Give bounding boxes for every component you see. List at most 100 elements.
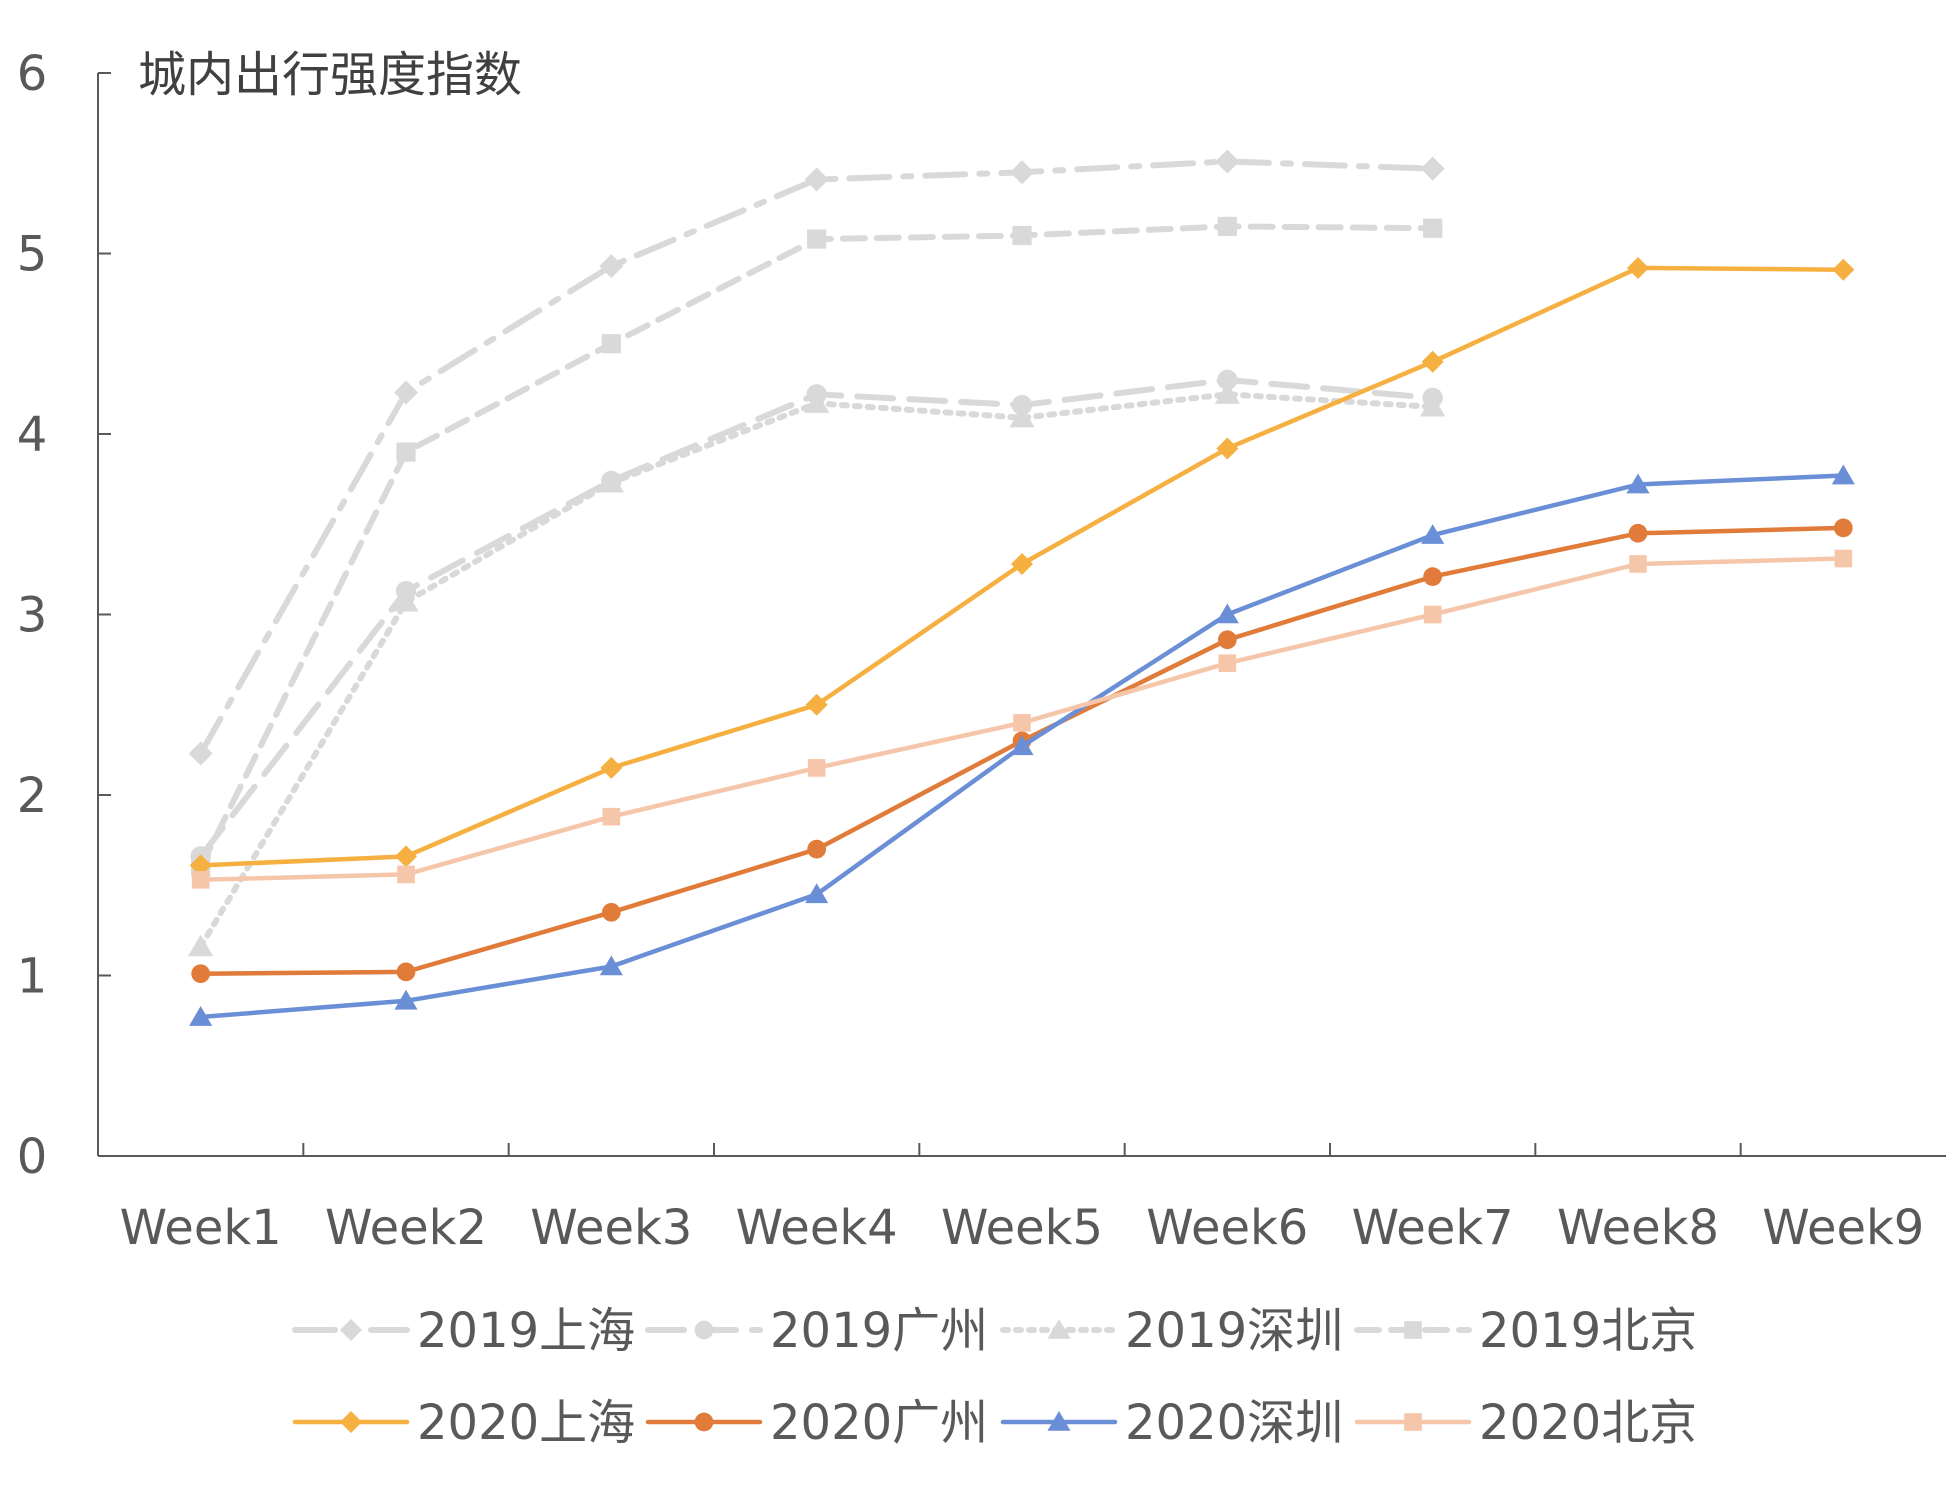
x-tick-label: Week8 [1557, 1200, 1719, 1256]
legend-item: 2019上海 [292, 1303, 635, 1359]
data-point [1009, 405, 1035, 428]
data-point [807, 229, 827, 249]
legend-swatch-marker [694, 1320, 714, 1340]
data-point [394, 989, 418, 1010]
legend-label: 2019上海 [417, 1303, 635, 1359]
data-point [598, 470, 624, 493]
data-point [1421, 350, 1444, 373]
legend-label: 2020上海 [417, 1395, 635, 1451]
y-tick-label: 0 [17, 1129, 48, 1185]
x-tick-label: Week5 [941, 1200, 1103, 1256]
data-point [1834, 549, 1853, 568]
data-point [1012, 225, 1032, 246]
legend-item: 2020北京 [1354, 1395, 1697, 1451]
legend-item: 2020深圳 [1000, 1395, 1343, 1451]
data-point [1421, 524, 1445, 544]
data-point [189, 854, 212, 877]
series-2019深圳 [188, 382, 1446, 957]
data-point [1626, 473, 1650, 494]
data-point [804, 391, 830, 413]
data-point [1217, 630, 1237, 650]
data-point [807, 839, 827, 859]
legend-label: 2020深圳 [1125, 1395, 1343, 1451]
legend-item: 2019深圳 [1000, 1303, 1343, 1359]
data-point [1217, 216, 1237, 237]
data-point [397, 865, 415, 884]
data-point [599, 955, 623, 976]
data-point [396, 442, 416, 462]
data-point [1628, 523, 1648, 543]
chart-title: 城内出行强度指数 [138, 47, 522, 103]
legend-swatch-marker [1404, 1321, 1422, 1339]
data-point [191, 871, 210, 889]
data-point [600, 756, 623, 779]
data-point [1215, 149, 1240, 174]
data-point [1420, 394, 1446, 417]
legend-swatch-marker [694, 1412, 714, 1432]
x-tick-label: Week6 [1146, 1200, 1308, 1256]
data-point [1216, 437, 1239, 460]
data-point [1423, 567, 1443, 586]
legend-item: 2020上海 [292, 1395, 635, 1451]
series-line [197, 376, 1436, 860]
data-point [1011, 552, 1033, 575]
x-tick-label: Week9 [1762, 1200, 1924, 1256]
data-point [804, 167, 829, 192]
legend-label: 2020广州 [770, 1395, 988, 1451]
data-point [1013, 714, 1031, 732]
legend-item: 2020广州 [645, 1395, 988, 1451]
data-point [1832, 258, 1855, 281]
data-point [1627, 256, 1649, 279]
data-point [1218, 654, 1237, 673]
legend-item: 2019北京 [1354, 1303, 1697, 1359]
series-2020北京 [191, 549, 1853, 889]
series-2019上海 [188, 149, 1445, 766]
legend-label: 2020北京 [1479, 1395, 1697, 1451]
data-point [1629, 555, 1647, 573]
y-tick-label: 4 [17, 407, 48, 463]
data-point [601, 334, 621, 354]
data-point [191, 964, 211, 984]
data-point [394, 380, 418, 405]
data-point [1833, 518, 1853, 538]
x-tick-label: Week2 [325, 1200, 487, 1256]
data-point [1011, 394, 1033, 416]
data-point [1010, 735, 1034, 756]
series-2020上海 [189, 256, 1855, 877]
legend: 2019上海 2019广州 2019深圳 2019北京 2020上海 2020广州 2020… [292, 1303, 1697, 1451]
data-point [1423, 218, 1443, 238]
legend-label: 2019深圳 [1125, 1303, 1343, 1359]
data-point [807, 759, 826, 777]
series-line [197, 158, 1436, 757]
legend-swatch-marker [340, 1319, 362, 1341]
series-layer [188, 149, 1855, 1026]
y-tick-label: 6 [17, 46, 48, 102]
data-point [1423, 605, 1442, 624]
data-point [599, 254, 624, 279]
x-tick-label: Week3 [530, 1200, 692, 1256]
legend-swatch-marker [1404, 1413, 1422, 1431]
axes: 0 1 2 3 4 5 6 Week1 Week2 Week3 Week4 Week5 Week6 Wee… [17, 46, 1946, 1256]
data-point [189, 1006, 213, 1026]
legend-item: 2019广州 [645, 1303, 988, 1359]
data-point [396, 962, 416, 982]
data-point [1217, 369, 1238, 391]
data-point [188, 741, 213, 766]
legend-swatch-marker [1047, 1411, 1071, 1431]
data-point [602, 807, 621, 826]
y-tick-label: 3 [17, 588, 48, 644]
legend-label: 2019广州 [770, 1303, 988, 1359]
data-point [395, 845, 417, 868]
y-tick-label: 1 [17, 949, 48, 1005]
data-point [805, 883, 829, 904]
data-point [805, 693, 828, 716]
series-line [197, 391, 1436, 950]
data-point [1215, 603, 1239, 624]
data-point [188, 934, 214, 957]
legend-swatch-marker [1047, 1319, 1071, 1339]
legend-swatch-marker [340, 1411, 362, 1433]
data-point [1831, 464, 1855, 485]
data-point [1420, 156, 1445, 181]
data-point [1214, 382, 1240, 404]
